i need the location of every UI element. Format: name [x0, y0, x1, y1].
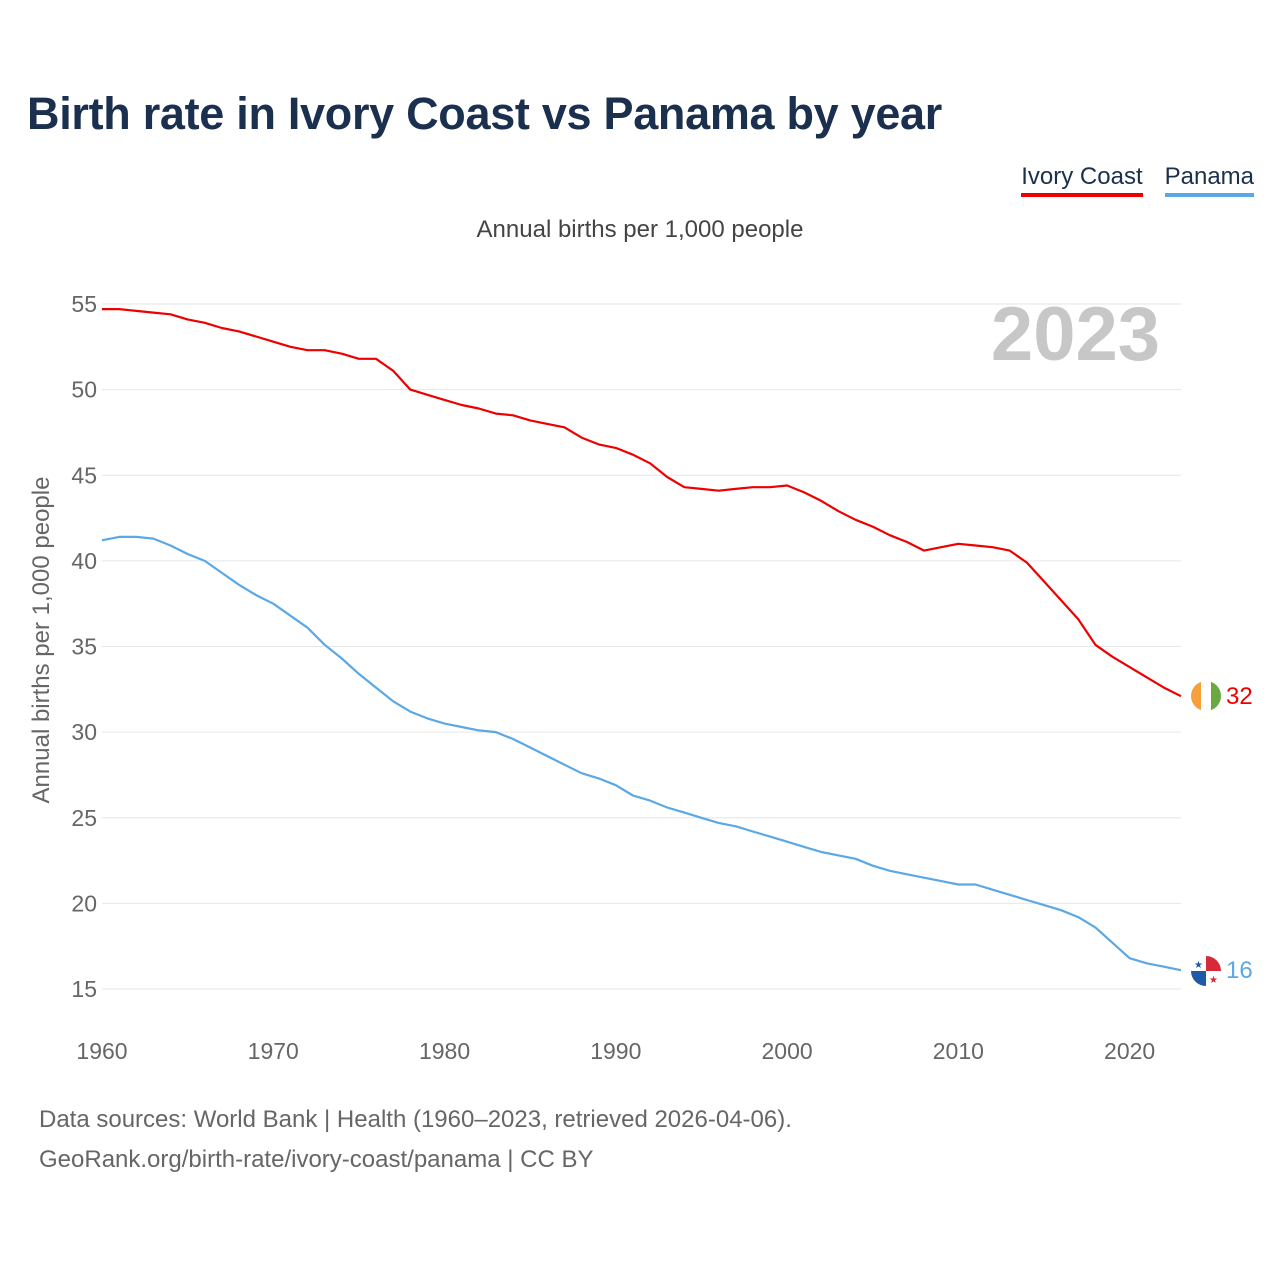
x-tick-label: 1960: [76, 1038, 127, 1064]
svg-text:★: ★: [1209, 975, 1218, 986]
source-url: GeoRank.org/birth-rate/ivory-coast/panam…: [39, 1146, 594, 1173]
y-axis-ticks: 15 20 25 30 35 40 45 50 55: [71, 291, 97, 1002]
year-watermark: 2023: [991, 292, 1160, 377]
legend-item-ivory-coast[interactable]: Ivory Coast: [1021, 163, 1143, 197]
y-tick-label: 30: [71, 719, 97, 745]
ivory-coast-flag-icon: [1191, 681, 1221, 711]
svg-text:★: ★: [1194, 960, 1203, 971]
x-tick-label: 2000: [761, 1038, 812, 1064]
y-tick-label: 55: [71, 291, 97, 317]
series-line-panama[interactable]: [101, 535, 1182, 972]
y-tick-label: 45: [71, 462, 97, 488]
x-tick-label: 2020: [1104, 1038, 1155, 1064]
y-tick-label: 50: [71, 377, 97, 403]
y-tick-label: 40: [71, 548, 97, 574]
x-axis-ticks: 1960 1970 1980 1990 2000 2010 2020: [76, 1038, 1155, 1064]
chart-subtitle: Annual births per 1,000 people: [476, 216, 804, 243]
y-tick-label: 15: [71, 976, 97, 1002]
x-tick-label: 1990: [590, 1038, 641, 1064]
chart-title: Birth rate in Ivory Coast vs Panama by y…: [27, 88, 942, 139]
gridlines: [102, 303, 1181, 990]
data-source-note: Data sources: World Bank | Health (1960–…: [39, 1106, 792, 1133]
panama-flag-icon: ★ ★: [1191, 956, 1221, 986]
x-tick-label: 2010: [933, 1038, 984, 1064]
y-tick-label: 35: [71, 634, 97, 660]
legend: Ivory Coast Panama: [1021, 163, 1254, 197]
ivory-coast-end-value: 32: [1226, 683, 1253, 710]
x-tick-label: 1970: [248, 1038, 299, 1064]
y-tick-label: 20: [71, 890, 97, 916]
y-tick-label: 25: [71, 805, 97, 831]
panama-end-value: 16: [1226, 957, 1253, 984]
legend-item-panama[interactable]: Panama: [1164, 163, 1254, 197]
x-tick-label: 1980: [419, 1038, 470, 1064]
series-line-ivory-coast[interactable]: [102, 308, 1182, 698]
series-lines: [101, 308, 1182, 972]
